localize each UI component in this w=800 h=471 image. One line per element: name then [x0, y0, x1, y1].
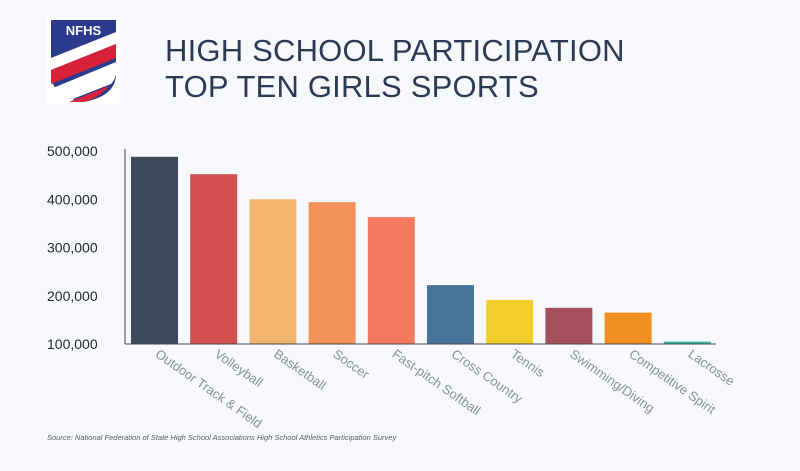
y-tick-label: 100,000	[47, 336, 98, 352]
x-tick-label: Volleyball	[212, 346, 266, 390]
x-tick-label: Soccer	[330, 346, 372, 382]
bar	[604, 312, 652, 344]
nfhs-logo: NFHS	[47, 18, 120, 104]
bar	[367, 217, 415, 344]
title-line-2: TOP TEN GIRLS SPORTS	[165, 69, 539, 104]
bar	[663, 341, 711, 344]
bar	[249, 199, 297, 344]
bar	[486, 300, 534, 344]
bar	[308, 202, 356, 344]
chart-title: HIGH SCHOOL PARTICIPATION TOP TEN GIRLS …	[165, 33, 625, 105]
logo-text: NFHS	[66, 23, 102, 38]
x-tick-label: Outdoor Track & Field	[153, 346, 265, 431]
source-note: Source: National Federation of State Hig…	[47, 433, 397, 442]
x-tick-label: Lacrosse	[686, 346, 738, 389]
y-tick-label: 500,000	[47, 143, 98, 159]
title-line-1: HIGH SCHOOL PARTICIPATION	[165, 33, 625, 68]
bar	[190, 174, 238, 344]
y-tick-label: 400,000	[47, 191, 98, 207]
x-tick-label: Basketball	[271, 346, 329, 393]
y-tick-label: 200,000	[47, 288, 98, 304]
bar	[545, 307, 593, 344]
y-tick-label: 300,000	[47, 240, 98, 256]
bar	[427, 285, 474, 344]
bar	[131, 156, 178, 344]
x-tick-label: Tennis	[508, 346, 548, 380]
